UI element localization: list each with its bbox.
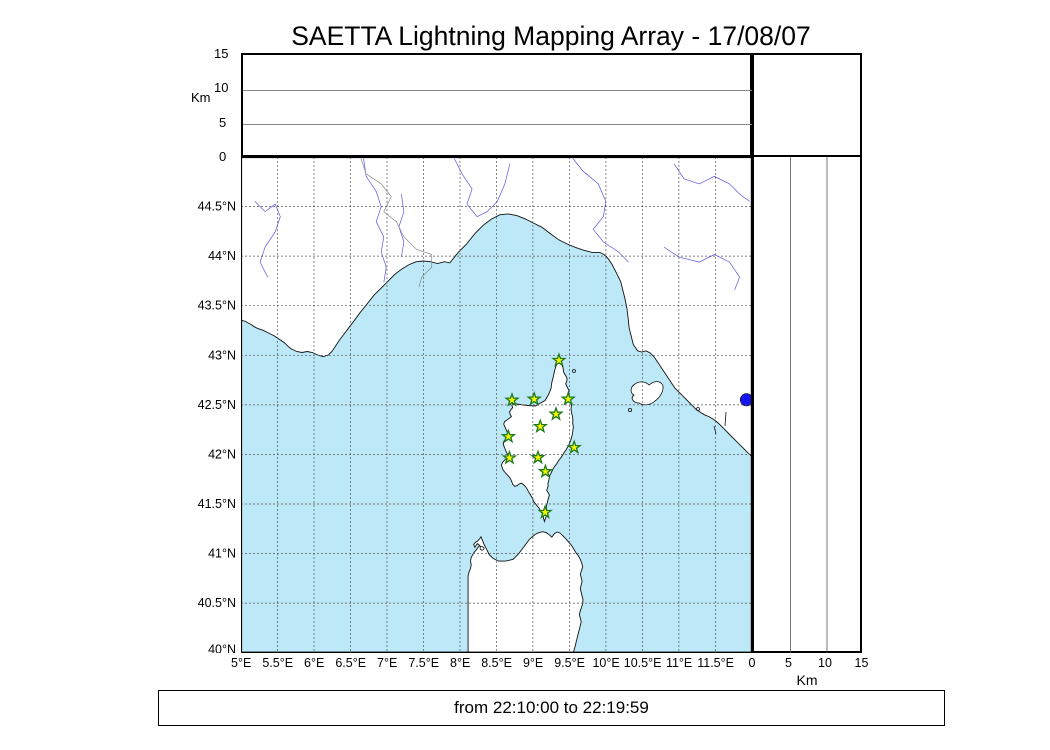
svg-text:5°E: 5°E [231, 656, 251, 670]
svg-text:44°N: 44°N [208, 249, 236, 263]
svg-text:5.5°E: 5.5°E [262, 656, 293, 670]
svg-text:42.5°N: 42.5°N [198, 398, 236, 412]
svg-text:8°E: 8°E [450, 656, 470, 670]
svg-text:40°N: 40°N [208, 643, 236, 653]
svg-text:9°E: 9°E [523, 656, 543, 670]
svg-text:41.5°N: 41.5°N [198, 497, 236, 511]
svg-text:41°N: 41°N [208, 546, 236, 560]
svg-text:6.5°E: 6.5°E [335, 656, 366, 670]
svg-text:9.5°E: 9.5°E [554, 656, 585, 670]
svg-text:10.5°E: 10.5°E [624, 656, 662, 670]
svg-text:11.5°E: 11.5°E [697, 656, 734, 670]
svg-text:44.5°N: 44.5°N [198, 199, 236, 213]
svg-text:40.5°N: 40.5°N [198, 596, 236, 610]
svg-text:11°E: 11°E [666, 656, 692, 670]
svg-text:43°N: 43°N [208, 348, 236, 362]
svg-text:10°E: 10°E [592, 656, 619, 670]
svg-text:43.5°N: 43.5°N [198, 299, 236, 313]
svg-text:7°E: 7°E [377, 656, 397, 670]
svg-text:8.5°E: 8.5°E [481, 656, 512, 670]
svg-text:42°N: 42°N [208, 447, 236, 461]
svg-text:6°E: 6°E [304, 656, 324, 670]
svg-text:7.5°E: 7.5°E [408, 656, 439, 670]
